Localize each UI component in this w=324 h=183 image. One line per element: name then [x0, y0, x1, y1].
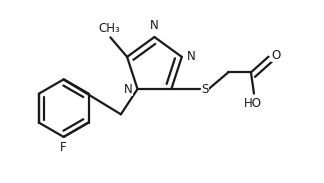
Text: N: N: [187, 50, 195, 63]
Text: F: F: [60, 141, 67, 154]
Text: O: O: [272, 49, 281, 62]
Text: S: S: [201, 83, 208, 96]
Text: N: N: [124, 83, 133, 96]
Text: HO: HO: [244, 97, 262, 110]
Text: N: N: [150, 19, 159, 32]
Text: CH₃: CH₃: [98, 22, 120, 35]
